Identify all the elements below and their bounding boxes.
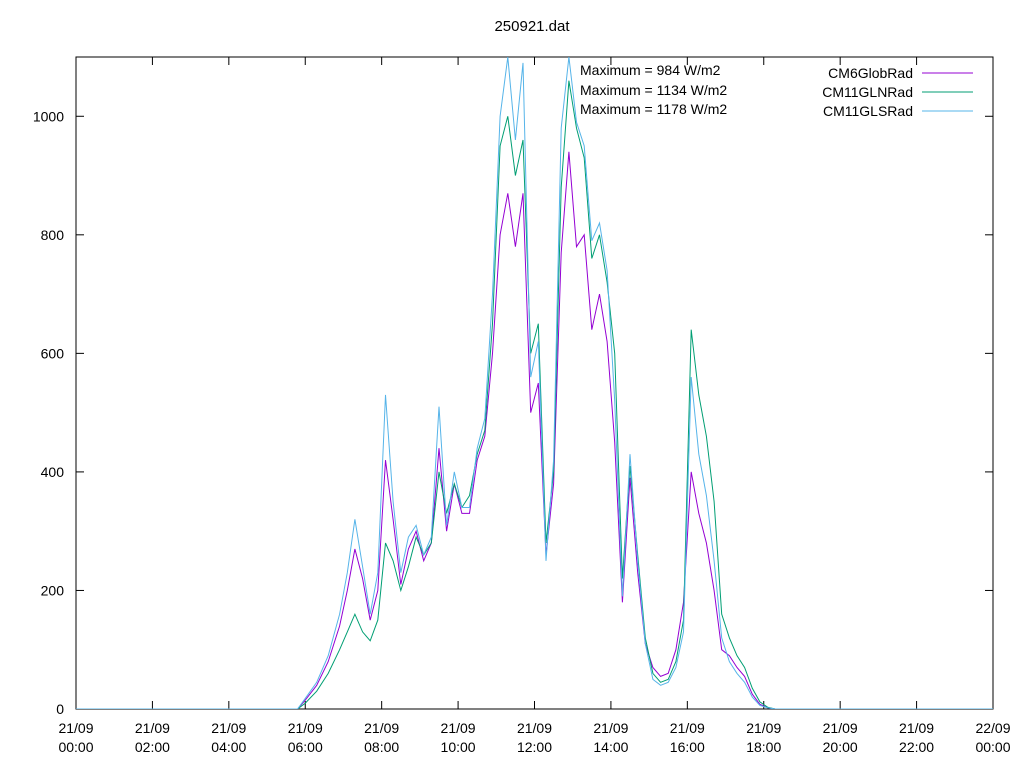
chart-title: 250921.dat — [494, 18, 570, 35]
x-tick-label-time: 14:00 — [593, 739, 628, 755]
y-tick-label: 1000 — [33, 108, 64, 124]
x-tick-label-time: 22:00 — [899, 739, 934, 755]
x-tick-label-time: 00:00 — [975, 739, 1010, 755]
x-tick-label-date: 21/09 — [211, 720, 246, 736]
x-tick-label-date: 21/09 — [135, 720, 170, 736]
x-tick-label-time: 18:00 — [746, 739, 781, 755]
legend: CM6GlobRad CM11GLNRad CM11GLSRad — [822, 65, 973, 119]
x-tick-label-time: 20:00 — [823, 739, 858, 755]
x-tick-label-time: 16:00 — [670, 739, 705, 755]
x-tick-label-time: 04:00 — [211, 739, 246, 755]
annotation-max-1: Maximum = 984 W/m2 — [580, 62, 721, 78]
x-tick-label-date: 21/09 — [823, 720, 858, 736]
annotation-max-3: Maximum = 1178 W/m2 — [580, 101, 727, 117]
y-tick-label: 600 — [41, 345, 65, 361]
annotation-max-2: Maximum = 1134 W/m2 — [580, 82, 727, 98]
y-tick-label: 400 — [41, 464, 65, 480]
x-tick-label-date: 21/09 — [364, 720, 399, 736]
x-tick-label-date: 21/09 — [593, 720, 628, 736]
series-line-cm11glsrad — [76, 57, 993, 709]
x-tick-label-date: 21/09 — [58, 720, 93, 736]
x-tick-label-date: 22/09 — [975, 720, 1010, 736]
x-tick-label-time: 08:00 — [364, 739, 399, 755]
series-line-cm6globrad — [76, 151, 993, 709]
legend-label-cm11glnrad: CM11GLNRad — [822, 84, 913, 100]
series-lines — [76, 57, 993, 709]
x-tick-label-date: 21/09 — [288, 720, 323, 736]
legend-label-cm11glsrad: CM11GLSRad — [823, 103, 913, 119]
y-tick-label: 800 — [41, 227, 65, 243]
legend-label-cm6globrad: CM6GlobRad — [828, 65, 913, 81]
x-tick-label-date: 21/09 — [746, 720, 781, 736]
x-tick-label-time: 02:00 — [135, 739, 170, 755]
x-tick-label-date: 21/09 — [517, 720, 552, 736]
x-tick-label-date: 21/09 — [670, 720, 705, 736]
series-line-cm11glnrad — [76, 80, 993, 709]
x-tick-label-time: 10:00 — [441, 739, 476, 755]
x-tick-label-date: 21/09 — [441, 720, 476, 736]
axis-ticks: 0 200 400 600 800 1000 21/09 00:00 21/09 02:00 21/… — [33, 57, 1011, 755]
x-tick-label-date: 21/09 — [899, 720, 934, 736]
y-tick-label: 0 — [56, 701, 64, 717]
x-tick-label-time: 00:00 — [58, 739, 93, 755]
y-tick-label: 200 — [41, 582, 65, 598]
x-tick-label-time: 12:00 — [517, 739, 552, 755]
plot-frame — [75, 56, 994, 710]
x-tick-label-time: 06:00 — [288, 739, 323, 755]
